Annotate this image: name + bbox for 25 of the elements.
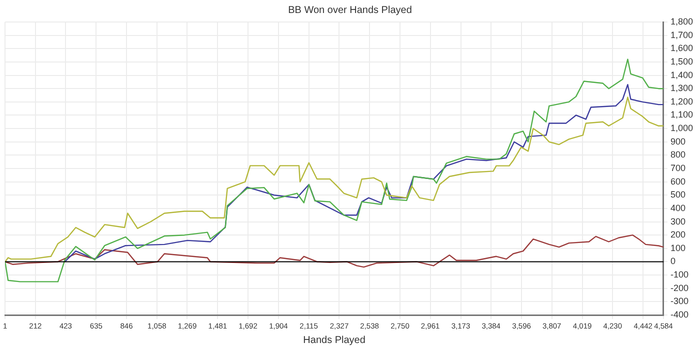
y-tick-label: 1,100 [670, 110, 694, 120]
y-tick-label: 100 [670, 242, 686, 253]
y-tick-label: 900 [670, 136, 686, 146]
y-tick-label: -300 [670, 296, 688, 306]
y-tick-label: 500 [670, 190, 686, 200]
y-tick-label: 0 [670, 256, 676, 266]
y-tick-label: 600 [670, 176, 686, 186]
chart-title: BB Won over Hands Played [288, 4, 412, 16]
y-tick-label: 1,200 [670, 96, 694, 106]
y-tick-label: 700 [670, 162, 686, 173]
y-tick-label: 1,500 [670, 56, 694, 66]
y-tick-label: 1,000 [670, 123, 694, 134]
y-tick-label: -100 [670, 270, 688, 280]
y-tick-label: 300 [670, 216, 686, 226]
y-tick-label: 400 [670, 202, 686, 213]
y-tick-label: -200 [670, 282, 688, 293]
y-tick-label: 1,800 [670, 16, 694, 26]
y-tick-label: 1,700 [670, 30, 694, 40]
y-tick-label: 800 [670, 150, 686, 160]
x-axis-title: Hands Played [303, 334, 366, 346]
y-tick-label: 200 [670, 230, 686, 240]
y-tick-label: 1,600 [670, 43, 694, 54]
y-tick-label: -400 [670, 309, 688, 320]
y-tick-label: 1,300 [670, 83, 694, 94]
y-tick-label: 1,400 [670, 70, 694, 80]
